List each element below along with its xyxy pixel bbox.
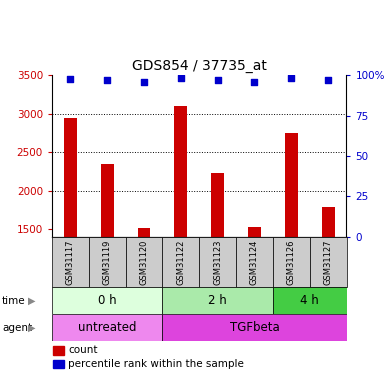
Bar <box>211 173 224 237</box>
Bar <box>64 118 77 237</box>
Text: GSM31117: GSM31117 <box>66 239 75 285</box>
Bar <box>162 237 199 287</box>
Title: GDS854 / 37735_at: GDS854 / 37735_at <box>132 59 267 73</box>
Bar <box>137 228 151 237</box>
Text: GSM31122: GSM31122 <box>176 239 185 285</box>
Bar <box>126 237 162 287</box>
Text: GSM31127: GSM31127 <box>323 239 333 285</box>
Text: GSM31126: GSM31126 <box>287 239 296 285</box>
Bar <box>321 207 335 237</box>
Point <box>178 75 184 81</box>
Point <box>288 75 295 81</box>
Text: untreated: untreated <box>78 321 136 334</box>
Text: count: count <box>68 345 98 355</box>
Text: percentile rank within the sample: percentile rank within the sample <box>68 359 244 369</box>
Bar <box>273 237 310 287</box>
Point <box>141 79 147 85</box>
Text: 0 h: 0 h <box>98 294 117 307</box>
Bar <box>54 360 64 368</box>
Bar <box>162 287 273 314</box>
Bar <box>174 106 187 237</box>
Text: GSM31119: GSM31119 <box>103 239 112 285</box>
Point <box>325 77 331 83</box>
Point <box>214 77 221 83</box>
Bar <box>285 133 298 237</box>
Bar <box>248 227 261 237</box>
Text: GSM31124: GSM31124 <box>250 239 259 285</box>
Point <box>104 77 110 83</box>
Text: ▶: ▶ <box>28 296 35 306</box>
Text: GSM31120: GSM31120 <box>139 239 149 285</box>
Bar <box>236 237 273 287</box>
Bar <box>199 237 236 287</box>
Text: ▶: ▶ <box>28 323 35 333</box>
Bar <box>54 346 64 355</box>
Bar <box>52 287 162 314</box>
Bar <box>310 237 346 287</box>
Bar <box>162 314 346 341</box>
Bar <box>273 287 346 314</box>
Point <box>67 76 74 82</box>
Text: TGFbeta: TGFbeta <box>229 321 280 334</box>
Text: 4 h: 4 h <box>300 294 319 307</box>
Bar <box>101 164 114 237</box>
Point <box>251 79 258 85</box>
Text: time: time <box>2 296 25 306</box>
Text: 2 h: 2 h <box>208 294 227 307</box>
Text: GSM31123: GSM31123 <box>213 239 222 285</box>
Bar <box>52 314 162 341</box>
Bar <box>52 237 89 287</box>
Text: agent: agent <box>2 323 32 333</box>
Bar <box>89 237 126 287</box>
